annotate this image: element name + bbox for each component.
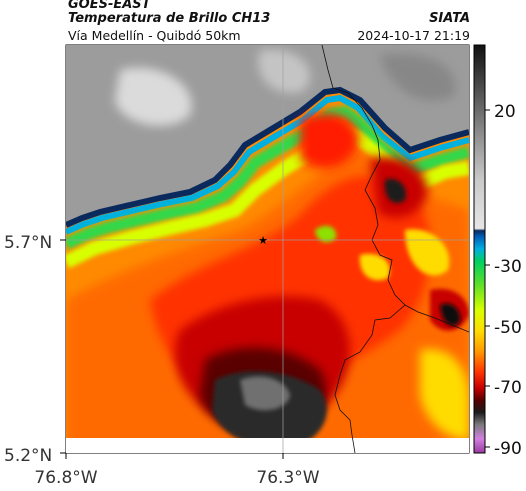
satellite-title: GOES-EAST xyxy=(68,0,151,12)
no-data-strip xyxy=(66,438,469,453)
product-title: Temperatura de Brillo CH13 xyxy=(68,11,271,26)
route-subtitle: Vía Medellín - Quibdó 50km xyxy=(68,28,241,43)
legend-tick-1: 20 xyxy=(494,102,516,122)
border-line xyxy=(321,45,406,453)
star-marker: ★ xyxy=(258,234,268,247)
lat-label-2: 5.2°N xyxy=(4,446,52,466)
legend-tick-3: -50 xyxy=(494,318,522,338)
lon-label-2: 76.3°W xyxy=(256,468,319,488)
legend-tick-5: -90 xyxy=(494,439,522,459)
datetime-label: 2024-10-17 21:19 xyxy=(357,28,470,43)
organization-label: SIATA xyxy=(429,11,470,26)
legend-tick-4: -70 xyxy=(494,378,522,398)
lon-label-1: 76.8°W xyxy=(34,468,97,488)
satellite-imagery xyxy=(66,45,469,453)
color-legend xyxy=(473,44,486,454)
legend-tick-2: -30 xyxy=(494,257,522,277)
lat-label-1: 5.7°N xyxy=(4,233,52,253)
